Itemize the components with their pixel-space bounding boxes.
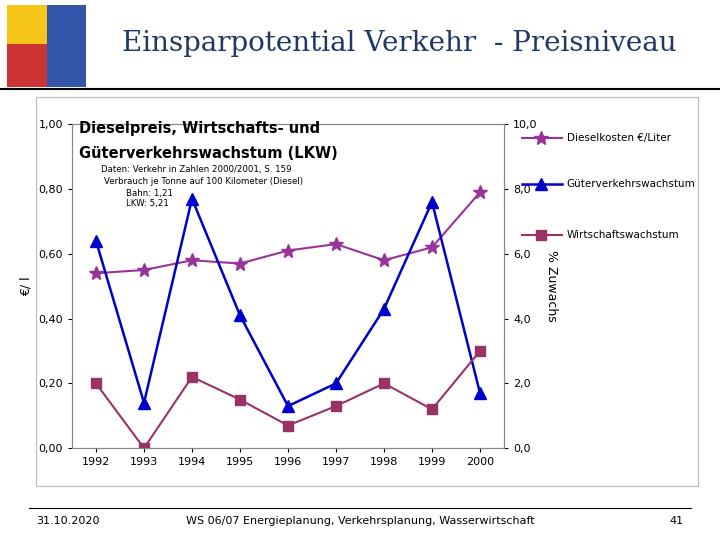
Text: 41: 41 — [670, 516, 684, 526]
Text: Güterverkehrswachstum: Güterverkehrswachstum — [567, 179, 696, 188]
Text: Verbrauch je Tonne auf 100 Kilometer (Diesel): Verbrauch je Tonne auf 100 Kilometer (Di… — [104, 177, 303, 186]
Y-axis label: €/ l: €/ l — [19, 276, 33, 296]
Text: Dieselkosten €/Liter: Dieselkosten €/Liter — [567, 133, 670, 143]
Text: Wirtschaftswachstum: Wirtschaftswachstum — [567, 230, 679, 240]
Bar — [7, 44, 47, 87]
Text: Güterverkehrswachstum (LKW): Güterverkehrswachstum (LKW) — [79, 146, 338, 161]
Text: Einsparpotential Verkehr  - Preisniveau: Einsparpotential Verkehr - Preisniveau — [122, 30, 677, 57]
Text: WS 06/07 Energieplanung, Verkehrsplanung, Wasserwirtschaft: WS 06/07 Energieplanung, Verkehrsplanung… — [186, 516, 534, 526]
Text: Daten: Verkehr in Zahlen 2000/2001, S. 159: Daten: Verkehr in Zahlen 2000/2001, S. 1… — [101, 165, 292, 174]
Y-axis label: % Zuwachs: % Zuwachs — [545, 251, 559, 322]
Text: LKW: 5,21: LKW: 5,21 — [126, 199, 169, 208]
Bar — [7, 5, 47, 44]
Text: Dieselpreis, Wirtschafts- und: Dieselpreis, Wirtschafts- und — [79, 122, 320, 137]
Text: 31.10.2020: 31.10.2020 — [36, 516, 99, 526]
Text: Bahn: 1,21: Bahn: 1,21 — [126, 189, 173, 198]
Bar — [47, 5, 86, 87]
